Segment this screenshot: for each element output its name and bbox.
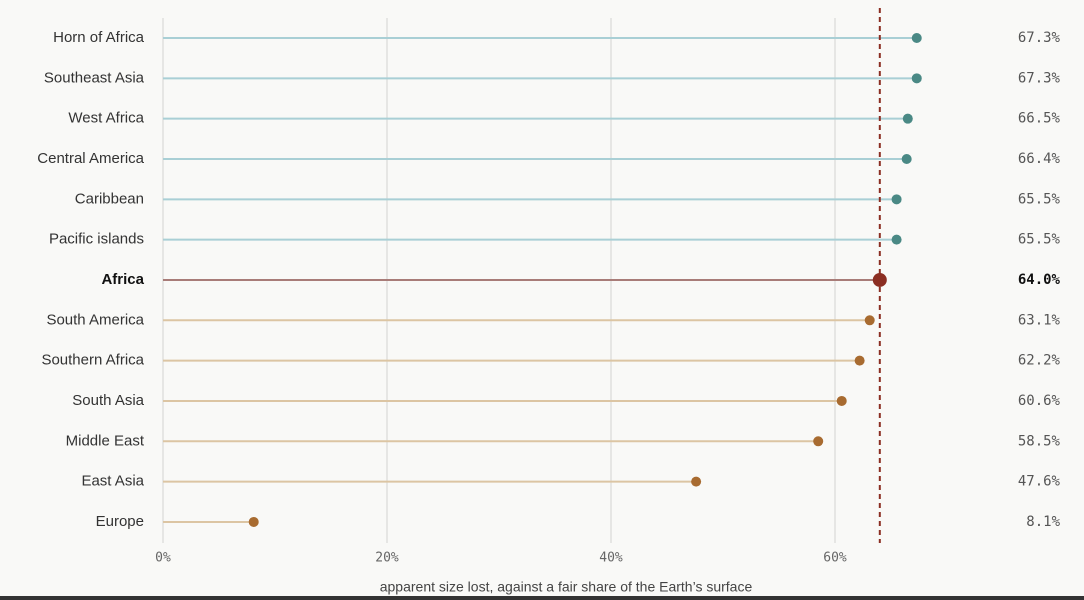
category-label: Europe xyxy=(96,513,144,530)
category-label: Southern Africa xyxy=(41,352,144,369)
dot xyxy=(813,436,824,447)
category-label: Central America xyxy=(37,150,144,167)
dot xyxy=(864,315,875,326)
value-label: 66.4% xyxy=(1018,151,1061,167)
dot xyxy=(691,476,702,487)
x-tick-label: 20% xyxy=(375,551,399,566)
category-label: Africa xyxy=(101,271,144,288)
value-label: 60.6% xyxy=(1018,393,1061,409)
value-label: 62.2% xyxy=(1018,353,1061,369)
category-label: Pacific islands xyxy=(49,231,144,248)
category-label: Caribbean xyxy=(75,190,144,207)
dot xyxy=(854,355,865,366)
x-tick-label: 60% xyxy=(823,551,847,566)
category-label: West Africa xyxy=(68,110,144,127)
value-label: 8.1% xyxy=(1026,514,1060,530)
category-label: Horn of Africa xyxy=(53,29,145,46)
category-label: South Asia xyxy=(72,392,144,409)
dot xyxy=(248,516,259,527)
value-label: 64.0% xyxy=(1018,272,1061,288)
value-label: 47.6% xyxy=(1018,474,1061,490)
value-label: 58.5% xyxy=(1018,433,1061,449)
x-axis-label: apparent size lost, against a fair share… xyxy=(380,579,753,595)
value-label: 67.3% xyxy=(1018,30,1061,46)
category-label: Middle East xyxy=(66,432,145,449)
value-label: 65.5% xyxy=(1018,191,1061,207)
category-label: South America xyxy=(46,311,144,328)
dot xyxy=(911,33,922,43)
dot xyxy=(902,113,913,124)
dot xyxy=(891,194,902,205)
dot xyxy=(911,73,922,84)
category-label: East Asia xyxy=(81,473,144,490)
value-label: 67.3% xyxy=(1018,70,1061,86)
bottom-border xyxy=(0,596,1084,600)
value-label: 63.1% xyxy=(1018,312,1061,328)
x-tick-label: 40% xyxy=(599,551,623,566)
dot xyxy=(836,395,847,406)
dot xyxy=(891,234,902,245)
value-label: 66.5% xyxy=(1018,111,1061,127)
dot xyxy=(901,153,912,164)
x-tick-label: 0% xyxy=(155,551,171,566)
category-label: Southeast Asia xyxy=(44,69,145,86)
value-label: 65.5% xyxy=(1018,232,1061,248)
